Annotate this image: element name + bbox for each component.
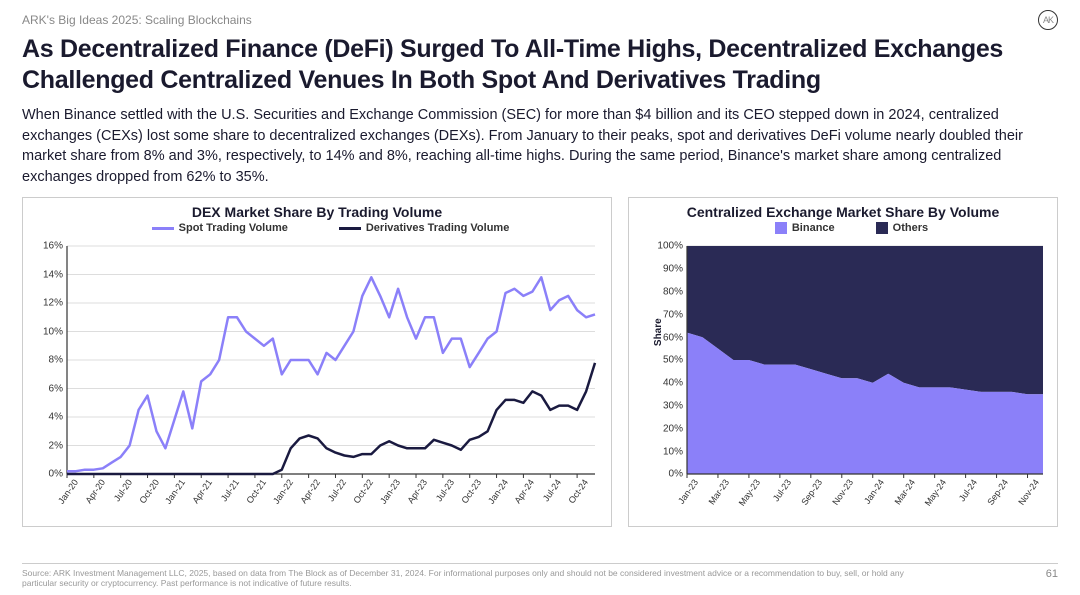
page-headline: As Decentralized Finance (DeFi) Surged T… xyxy=(22,34,1058,95)
x-tick-label: Jan-24 xyxy=(857,474,886,506)
x-tick-label: Mar-23 xyxy=(702,474,731,507)
x-tick-label: Jan-24 xyxy=(481,474,510,506)
x-tick-label: Sep-24 xyxy=(980,474,1010,507)
x-tick-label: Jan-21 xyxy=(159,474,188,506)
y-tick-label: 30% xyxy=(663,400,687,411)
x-tick-label: Oct-24 xyxy=(562,474,591,505)
y-tick-label: 50% xyxy=(663,355,687,366)
x-tick-label: Jul-24 xyxy=(536,474,563,503)
x-tick-label: Jul-22 xyxy=(321,474,348,503)
x-tick-label: Jan-22 xyxy=(266,474,295,506)
ark-logo: AK xyxy=(1038,10,1058,30)
y-tick-label: 70% xyxy=(663,309,687,320)
legend-item: Spot Trading Volume xyxy=(125,222,288,234)
x-tick-label: Jul-21 xyxy=(214,474,241,503)
right-chart-title: Centralized Exchange Market Share By Vol… xyxy=(629,198,1057,222)
y-tick-label: 90% xyxy=(663,264,687,275)
y-tick-label: 16% xyxy=(43,241,67,252)
y-tick-label: 6% xyxy=(49,383,67,394)
y-tick-label: 20% xyxy=(663,423,687,434)
y-tick-label: 8% xyxy=(49,355,67,366)
page-number: 61 xyxy=(1046,568,1058,580)
x-tick-label: Apr-21 xyxy=(186,474,215,505)
x-tick-label: Oct-23 xyxy=(454,474,483,505)
x-tick-label: Oct-20 xyxy=(132,474,161,505)
x-tick-label: May-23 xyxy=(732,474,762,508)
dex-market-share-chart: DEX Market Share By Trading Volume Spot … xyxy=(22,197,612,527)
x-tick-label: Jul-24 xyxy=(952,474,979,503)
x-tick-label: Oct-22 xyxy=(347,474,376,505)
x-tick-label: May-24 xyxy=(917,474,947,508)
x-tick-label: Jul-23 xyxy=(766,474,793,503)
right-chart-legend: Binance Others xyxy=(629,222,1057,238)
x-tick-label: Apr-23 xyxy=(401,474,430,505)
x-tick-label: Jan-23 xyxy=(373,474,402,506)
y-tick-label: 80% xyxy=(663,286,687,297)
x-tick-label: Jul-23 xyxy=(429,474,456,503)
y-axis-label: Share xyxy=(653,319,664,347)
cex-market-share-chart: Centralized Exchange Market Share By Vol… xyxy=(628,197,1058,527)
legend-item: Derivatives Trading Volume xyxy=(312,222,509,234)
y-tick-label: 12% xyxy=(43,298,67,309)
x-tick-label: Nov-24 xyxy=(1011,474,1041,507)
x-tick-label: Oct-21 xyxy=(239,474,268,505)
x-tick-label: Mar-24 xyxy=(887,474,916,507)
y-tick-label: 2% xyxy=(49,440,67,451)
y-tick-label: 100% xyxy=(657,241,687,252)
source-footnote: Source: ARK Investment Management LLC, 2… xyxy=(22,568,922,589)
y-tick-label: 10% xyxy=(663,446,687,457)
x-tick-label: Apr-24 xyxy=(508,474,537,505)
left-chart-title: DEX Market Share By Trading Volume xyxy=(23,198,611,222)
legend-item: Others xyxy=(859,222,928,234)
page-body-text: When Binance settled with the U.S. Secur… xyxy=(22,105,1058,187)
x-tick-label: Apr-22 xyxy=(293,474,322,505)
document-subtitle: ARK's Big Ideas 2025: Scaling Blockchain… xyxy=(22,13,252,27)
x-tick-label: Apr-20 xyxy=(78,474,107,505)
y-tick-label: 10% xyxy=(43,326,67,337)
left-chart-legend: Spot Trading Volume Derivatives Trading V… xyxy=(23,222,611,238)
y-tick-label: 4% xyxy=(49,412,67,423)
legend-item: Binance xyxy=(758,222,835,234)
x-tick-label: Sep-23 xyxy=(794,474,824,507)
x-tick-label: Jul-20 xyxy=(107,474,134,503)
y-tick-label: 40% xyxy=(663,378,687,389)
y-tick-label: 14% xyxy=(43,269,67,280)
x-tick-label: Nov-23 xyxy=(825,474,855,507)
y-tick-label: 60% xyxy=(663,332,687,343)
